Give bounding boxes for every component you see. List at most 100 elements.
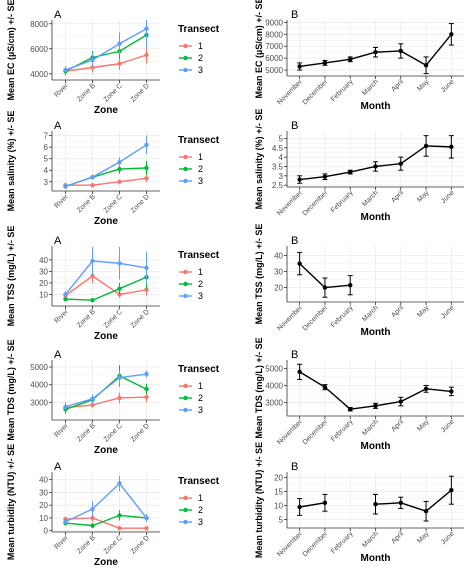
data-point <box>144 394 149 400</box>
data-point <box>117 159 122 165</box>
data-point <box>144 265 149 271</box>
data-point <box>90 174 95 180</box>
y-tick-label: 20 <box>274 474 283 483</box>
legend-title: Transect <box>178 250 220 261</box>
series-2 <box>63 265 149 303</box>
x-tick-label: December <box>302 304 330 332</box>
series-line-segment <box>92 397 120 406</box>
data-point <box>117 61 122 66</box>
series-3 <box>63 475 149 525</box>
series-line-segment <box>92 63 120 69</box>
legend-label: 1 <box>198 41 203 51</box>
x-tick-label: Zone B <box>76 534 97 555</box>
legend-key-point <box>183 166 188 172</box>
x-tick-label: November <box>276 304 304 332</box>
chart-panel-tds-a: 3000 4000 5000 River Zone B Zone C Zone D A Zone… <box>6 339 220 456</box>
data-point <box>144 525 149 531</box>
chart-panel-sal-a: 3 4 5 6 7 River Zone B Zone C Zone D A Zone Mean sa… <box>6 111 220 227</box>
x-tick-label: February <box>330 78 355 103</box>
x-tick-label: Zone D <box>130 308 151 329</box>
data-point <box>373 502 378 507</box>
y-tick-label: 8000 <box>30 20 48 29</box>
data-point <box>90 273 95 279</box>
data-point <box>348 169 353 175</box>
series-line-segment <box>65 522 93 527</box>
y-tick-label: 6000 <box>265 54 283 63</box>
series-line-segment <box>92 161 120 178</box>
x-tick-label: June <box>440 418 456 434</box>
y-axis-title: Mean TDS (mg/L) +/- SE <box>254 337 264 438</box>
x-tick-label: Zone B <box>76 422 97 443</box>
data-point <box>144 176 149 181</box>
panel-label: A <box>54 9 62 21</box>
legend-label: 3 <box>198 65 203 75</box>
series-line-segment <box>92 260 120 265</box>
series-line-segment <box>119 375 147 390</box>
x-tick-label: November <box>276 418 304 446</box>
y-axis-title: Mean salinity (%) +/- SE <box>6 111 16 212</box>
y-tick-label: 30 <box>39 267 48 276</box>
y-tick-label: 3000 <box>265 398 283 407</box>
series-line-segment <box>119 289 147 296</box>
legend: Transect 1 2 3 <box>178 24 220 75</box>
series-line-segment <box>92 482 120 510</box>
y-tick-label: 30 <box>274 268 283 277</box>
series-line-segment <box>119 177 147 183</box>
x-tick-label: River <box>53 422 70 439</box>
x-axis-title: Zone <box>94 216 118 227</box>
x-axis-title: Month <box>361 212 391 223</box>
series-line-segment <box>350 165 376 173</box>
x-axis-title: Zone <box>94 105 118 116</box>
chart-panel-ntu-a: 0 10 20 30 40 River Zone B Zone C Zone D A Zone Mea… <box>6 444 220 568</box>
series-line-segment <box>92 168 120 178</box>
series-line-segment <box>350 405 376 410</box>
data-point <box>144 142 149 148</box>
data-point <box>144 386 149 392</box>
series-line-segment <box>324 284 351 289</box>
y-axis-title: Mean TSS (mg/L) +/- SE <box>6 226 16 327</box>
series-line-segment <box>324 171 351 178</box>
data-point <box>90 523 95 528</box>
legend-label: 1 <box>198 381 203 391</box>
x-tick-label: February <box>330 530 355 555</box>
x-axis-title: Month <box>361 553 391 564</box>
x-tick-label: March <box>361 189 380 208</box>
panel-label: B <box>291 461 298 473</box>
plot-background <box>52 360 160 420</box>
series-line-segment <box>92 275 120 296</box>
data-point <box>117 166 122 172</box>
legend-label: 3 <box>198 517 203 527</box>
data-point <box>423 143 429 149</box>
legend-title: Transect <box>178 476 220 487</box>
x-tick-label: River <box>53 308 70 325</box>
legend-label: 1 <box>198 267 203 277</box>
x-axis-title: Zone <box>94 331 118 342</box>
legend-key-point <box>183 154 188 160</box>
series-line-segment <box>92 517 120 529</box>
data-point <box>373 403 378 409</box>
data-point <box>90 298 95 303</box>
y-tick-label: 4 <box>279 153 284 162</box>
x-tick-label: November <box>276 78 304 106</box>
series-mean <box>297 363 454 412</box>
y-tick-label: 4000 <box>30 381 48 390</box>
series-line-segment <box>119 373 147 379</box>
series-line-segment <box>119 28 147 45</box>
x-axis-title: Month <box>361 101 391 112</box>
data-point <box>90 183 95 188</box>
legend-key-point <box>183 281 188 287</box>
series-line-segment <box>92 377 120 400</box>
y-axis-title: Mean TSS (mg/L) +/- SE <box>254 224 264 325</box>
series-mean <box>297 23 454 75</box>
panel-label: A <box>54 120 62 132</box>
y-tick-label: 40 <box>39 476 48 485</box>
x-tick-label: Zone C <box>103 308 124 329</box>
data-point <box>348 57 353 62</box>
data-point <box>117 481 122 486</box>
x-tick-label: February <box>330 304 355 329</box>
legend-label: 1 <box>198 152 203 162</box>
data-point <box>373 49 378 55</box>
plot-background <box>52 246 160 306</box>
series-line-segment <box>426 145 452 148</box>
